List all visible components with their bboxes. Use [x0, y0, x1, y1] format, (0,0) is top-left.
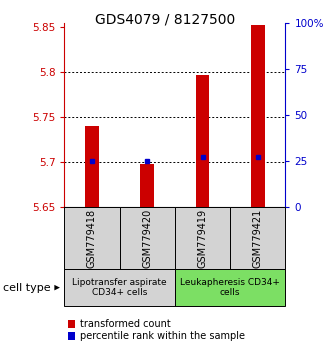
Bar — [175, 269, 285, 306]
Text: GSM779421: GSM779421 — [253, 209, 263, 268]
Bar — [64, 269, 175, 306]
Text: transformed count: transformed count — [80, 319, 171, 329]
Text: GSM779418: GSM779418 — [87, 209, 97, 268]
Text: Leukapheresis CD34+
cells: Leukapheresis CD34+ cells — [180, 278, 280, 297]
Text: percentile rank within the sample: percentile rank within the sample — [80, 331, 245, 341]
Bar — [85, 126, 99, 207]
Text: GDS4079 / 8127500: GDS4079 / 8127500 — [95, 12, 235, 27]
Bar — [140, 164, 154, 207]
Bar — [175, 207, 230, 269]
Bar — [251, 25, 265, 207]
Bar — [119, 207, 175, 269]
Bar — [64, 207, 120, 269]
Text: GSM779420: GSM779420 — [142, 209, 152, 268]
Bar — [196, 75, 210, 207]
Text: GSM779419: GSM779419 — [198, 209, 208, 268]
Bar — [230, 207, 285, 269]
Text: cell type: cell type — [3, 282, 51, 293]
Text: Lipotransfer aspirate
CD34+ cells: Lipotransfer aspirate CD34+ cells — [72, 278, 167, 297]
